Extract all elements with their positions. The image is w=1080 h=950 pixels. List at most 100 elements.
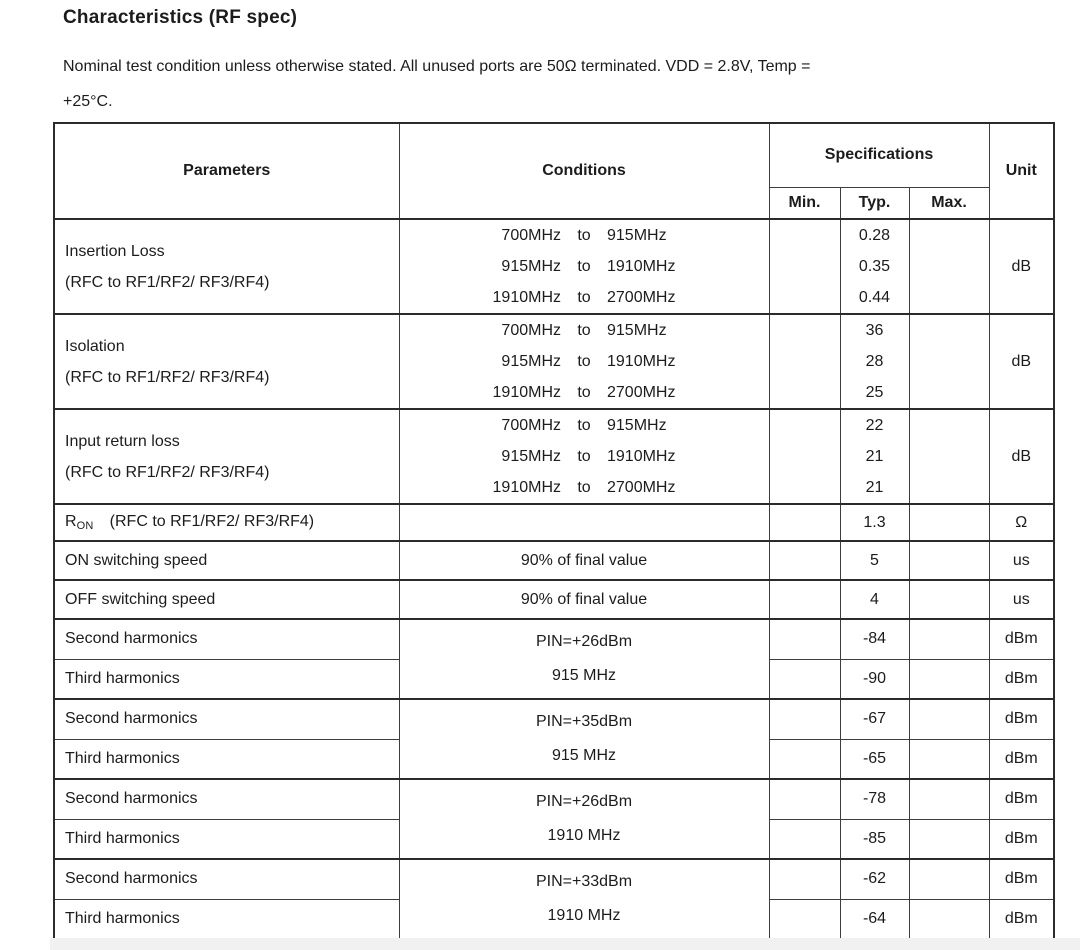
typ-cell: -62 (839, 858, 910, 900)
conditions-cell: 700MHz to 915MHz 915MHz to 1910MHz 1910M… (398, 218, 770, 315)
row-isolation: Isolation (RFC to RF1/RF2/ RF3/RF4) 700M… (53, 313, 1055, 410)
header-conditions: Conditions (398, 122, 770, 220)
typ-cell: -90 (839, 658, 910, 700)
param-ports: (RFC to RF1/RF2/ RF3/RF4) (65, 273, 270, 291)
band-to-word: to (577, 322, 591, 339)
typ-cell: 1.3 (839, 503, 910, 542)
max-cell (908, 858, 990, 900)
param-cell: Third harmonics (53, 658, 400, 700)
param-cell: ON switching speed (53, 540, 400, 581)
typ-cell: 0.28 0.35 0.44 (839, 218, 910, 315)
min-cell (768, 738, 841, 780)
band-to-word: to (577, 258, 591, 275)
conditions-cell: PIN=+26dBm 915 MHz (398, 618, 770, 700)
conditions-cell: 700MHz to 915MHz 915MHz to 1910MHz 1910M… (398, 408, 770, 505)
band-to-word: to (577, 289, 591, 306)
param-ports: (RFC to RF1/RF2/ RF3/RF4) (65, 463, 270, 481)
typ-cell: -85 (839, 818, 910, 860)
band-till: 1910MHz (607, 258, 676, 275)
max-cell (908, 579, 990, 620)
typ-cell: -78 (839, 778, 910, 820)
page-edge-strip (50, 938, 1080, 950)
max-cell (908, 408, 990, 505)
param-cell: Second harmonics (53, 778, 400, 820)
band-to-word: to (577, 448, 591, 465)
param-cell: Second harmonics (53, 698, 400, 740)
band-from: 1910MHz (492, 289, 561, 306)
typ-value: 0.28 (858, 227, 891, 244)
note-line-2: +25°C. (63, 93, 113, 110)
unit-cell: dBm (988, 898, 1055, 940)
row-second-harmonics: Second harmonics PIN=+35dBm 915 MHz -67 … (53, 698, 1055, 780)
band-line: 1910MHz to 2700MHz (400, 377, 768, 408)
min-cell (768, 618, 841, 660)
min-cell (768, 218, 841, 315)
typ-cell: 5 (839, 540, 910, 581)
band-from: 915MHz (501, 258, 561, 275)
band-line: 915MHz to 1910MHz (400, 251, 768, 282)
min-cell (768, 540, 841, 581)
unit-cell: dB (988, 218, 1055, 315)
min-cell (768, 898, 841, 940)
param-ports: (RFC to RF1/RF2/ RF3/RF4) (109, 513, 315, 530)
typ-cell: 4 (839, 579, 910, 620)
typ-cell: 22 21 21 (839, 408, 910, 505)
band-till: 2700MHz (607, 289, 676, 306)
harmonics-freq: 915 MHz (551, 667, 617, 684)
unit-cell: dB (988, 313, 1055, 410)
band-to-word: to (577, 384, 591, 401)
param-cell: Input return loss (RFC to RF1/RF2/ RF3/R… (53, 408, 400, 505)
row-third-harmonics: Third harmonics -85 dBm (53, 818, 1055, 860)
max-cell (908, 658, 990, 700)
unit-cell: dBm (988, 858, 1055, 900)
band-from: 700MHz (501, 417, 561, 434)
max-cell (908, 313, 990, 410)
conditions-cell (398, 503, 770, 542)
typ-value: 0.44 (858, 289, 891, 306)
param-cell: Third harmonics (53, 898, 400, 940)
typ-cell: -64 (839, 898, 910, 940)
max-cell (908, 738, 990, 780)
unit-cell: dBm (988, 658, 1055, 700)
row-input-return-loss: Input return loss (RFC to RF1/RF2/ RF3/R… (53, 408, 1055, 505)
min-cell (768, 579, 841, 620)
max-cell (908, 503, 990, 542)
unit-cell: dBm (988, 818, 1055, 860)
band-to-word: to (577, 227, 591, 244)
ron-symbol: R (65, 513, 77, 530)
unit-cell: dBm (988, 778, 1055, 820)
band-line: 700MHz to 915MHz (400, 411, 768, 441)
band-from: 700MHz (501, 227, 561, 244)
min-cell (768, 818, 841, 860)
band-line: 1910MHz to 2700MHz (400, 282, 768, 313)
header-row-2: Min. Typ. Max. (54, 186, 1054, 220)
band-from: 1910MHz (492, 479, 561, 496)
band-till: 915MHz (607, 227, 667, 244)
param-ports: (RFC to RF1/RF2/ RF3/RF4) (65, 368, 270, 386)
max-cell (908, 778, 990, 820)
band-till: 1910MHz (607, 448, 676, 465)
param-cell: Isolation (RFC to RF1/RF2/ RF3/RF4) (53, 313, 400, 410)
param-cell: RON (RFC to RF1/RF2/ RF3/RF4) (53, 503, 400, 542)
row-insertion-loss: Insertion Loss (RFC to RF1/RF2/ RF3/RF4)… (53, 218, 1055, 315)
min-cell (768, 698, 841, 740)
param-cell: Third harmonics (53, 738, 400, 780)
row-third-harmonics: Third harmonics -65 dBm (53, 738, 1055, 780)
ron-subscript: ON (76, 520, 94, 532)
param-name: Input return loss (65, 432, 180, 450)
typ-value: 21 (865, 479, 884, 496)
row-second-harmonics: Second harmonics PIN=+26dBm 1910 MHz -78… (53, 778, 1055, 860)
param-cell: Third harmonics (53, 818, 400, 860)
harmonics-pin: PIN=+35dBm (535, 713, 633, 730)
header-row-1: Parameters Conditions Specifications Uni… (53, 122, 1055, 220)
header-parameters: Parameters (53, 122, 400, 220)
typ-value: 22 (865, 417, 884, 434)
row-third-harmonics: Third harmonics -90 dBm (53, 658, 1055, 700)
note-line-1: Nominal test condition unless otherwise … (63, 58, 811, 75)
band-from: 915MHz (501, 448, 561, 465)
band-from: 1910MHz (492, 384, 561, 401)
harmonics-freq: 1910 MHz (547, 907, 621, 924)
header-max: Max. (908, 186, 990, 220)
unit-cell: dBm (988, 618, 1055, 660)
typ-cell: -67 (839, 698, 910, 740)
